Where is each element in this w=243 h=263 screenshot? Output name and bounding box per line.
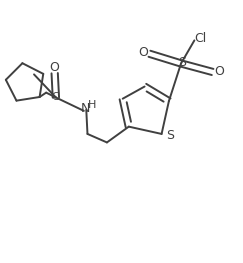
Text: O: O bbox=[215, 65, 224, 78]
Text: Cl: Cl bbox=[194, 32, 207, 45]
Text: N: N bbox=[80, 102, 90, 115]
Text: O: O bbox=[139, 46, 148, 59]
Text: H: H bbox=[88, 100, 96, 110]
Text: S: S bbox=[166, 129, 174, 142]
Text: C: C bbox=[52, 92, 59, 102]
Text: S: S bbox=[178, 57, 186, 69]
Text: O: O bbox=[49, 61, 59, 74]
